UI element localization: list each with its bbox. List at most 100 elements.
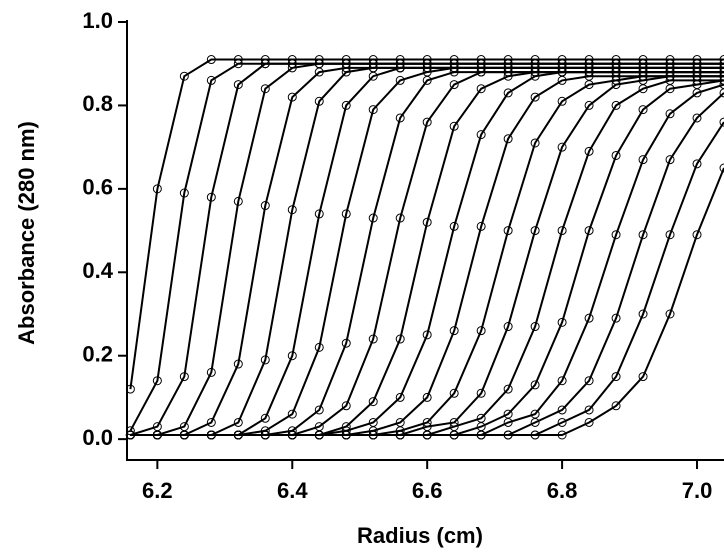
data-point (422, 417, 432, 427)
data-point (233, 359, 243, 369)
data-point (287, 92, 297, 102)
data-point (530, 67, 540, 77)
data-point (233, 417, 243, 427)
data-point (125, 384, 135, 394)
data-point (692, 88, 702, 98)
data-point (503, 134, 513, 144)
data-point (206, 75, 216, 85)
data-point (530, 71, 540, 81)
data-point (584, 313, 594, 323)
data-point (449, 63, 459, 73)
data-point (530, 430, 540, 440)
data-point (611, 313, 621, 323)
data-point (638, 84, 648, 94)
data-point (341, 67, 351, 77)
data-point (638, 372, 648, 382)
data-point (557, 430, 567, 440)
data-point (719, 63, 724, 73)
data-point (557, 317, 567, 327)
data-point (719, 59, 724, 69)
data-point (665, 155, 675, 165)
data-point (395, 213, 405, 223)
data-point (233, 59, 243, 69)
fit-line (130, 62, 724, 436)
data-point (260, 55, 270, 65)
data-point (719, 67, 724, 77)
data-point (665, 84, 675, 94)
data-point (287, 63, 297, 73)
data-point (206, 430, 216, 440)
data-point (368, 71, 378, 81)
data-point (584, 376, 594, 386)
data-point (449, 388, 459, 398)
data-point (611, 150, 621, 160)
data-point (179, 188, 189, 198)
data-point (584, 80, 594, 90)
data-point (719, 163, 724, 173)
data-point (314, 342, 324, 352)
x-tick-label: 6.6 (412, 478, 443, 503)
data-point (152, 430, 162, 440)
y-tick-label: 1.0 (82, 8, 113, 33)
data-point (638, 155, 648, 165)
data-point (206, 55, 216, 65)
data-point (503, 226, 513, 236)
data-point (530, 92, 540, 102)
data-point (638, 309, 648, 319)
data-point (368, 59, 378, 69)
data-point (530, 380, 540, 390)
data-point (584, 417, 594, 427)
y-tick-label: 0.2 (82, 342, 113, 367)
data-point (584, 405, 594, 415)
data-point (584, 67, 594, 77)
data-point (476, 221, 486, 231)
fit-line (130, 167, 724, 436)
x-tick-label: 7.0 (682, 478, 713, 503)
data-point (260, 426, 270, 436)
y-tick-label: 0.6 (82, 175, 113, 200)
data-point (314, 67, 324, 77)
data-point (692, 113, 702, 123)
data-point (503, 430, 513, 440)
data-point (638, 230, 648, 240)
fit-line (130, 75, 724, 436)
data-point (476, 326, 486, 336)
data-point (719, 71, 724, 81)
data-point (530, 226, 540, 236)
data-point (422, 117, 432, 127)
data-point (665, 71, 675, 81)
data-point (422, 63, 432, 73)
data-point (125, 426, 135, 436)
data-point (422, 330, 432, 340)
data-point (611, 230, 621, 240)
data-point (611, 80, 621, 90)
data-point (422, 430, 432, 440)
data-point (341, 338, 351, 348)
data-point (422, 75, 432, 85)
data-point (557, 142, 567, 152)
data-point (557, 376, 567, 386)
y-tick-label: 0.8 (82, 91, 113, 116)
data-point (557, 417, 567, 427)
data-point (287, 430, 297, 440)
data-point (422, 392, 432, 402)
y-tick-label: 0.0 (82, 425, 113, 450)
data-point (314, 405, 324, 415)
fit-line (130, 75, 724, 436)
data-point (260, 59, 270, 69)
data-point (692, 230, 702, 240)
data-point (476, 67, 486, 77)
data-point (557, 75, 567, 85)
data-point (449, 417, 459, 427)
data-point (449, 221, 459, 231)
data-point (368, 397, 378, 407)
fit-line (130, 121, 724, 436)
data-point (476, 130, 486, 140)
data-point (260, 355, 270, 365)
data-point (179, 430, 189, 440)
data-point (530, 138, 540, 148)
fit-line (130, 92, 724, 436)
data-point (341, 430, 351, 440)
y-axis-label: Absorbance (280 nm) (14, 121, 39, 345)
data-point (395, 426, 405, 436)
